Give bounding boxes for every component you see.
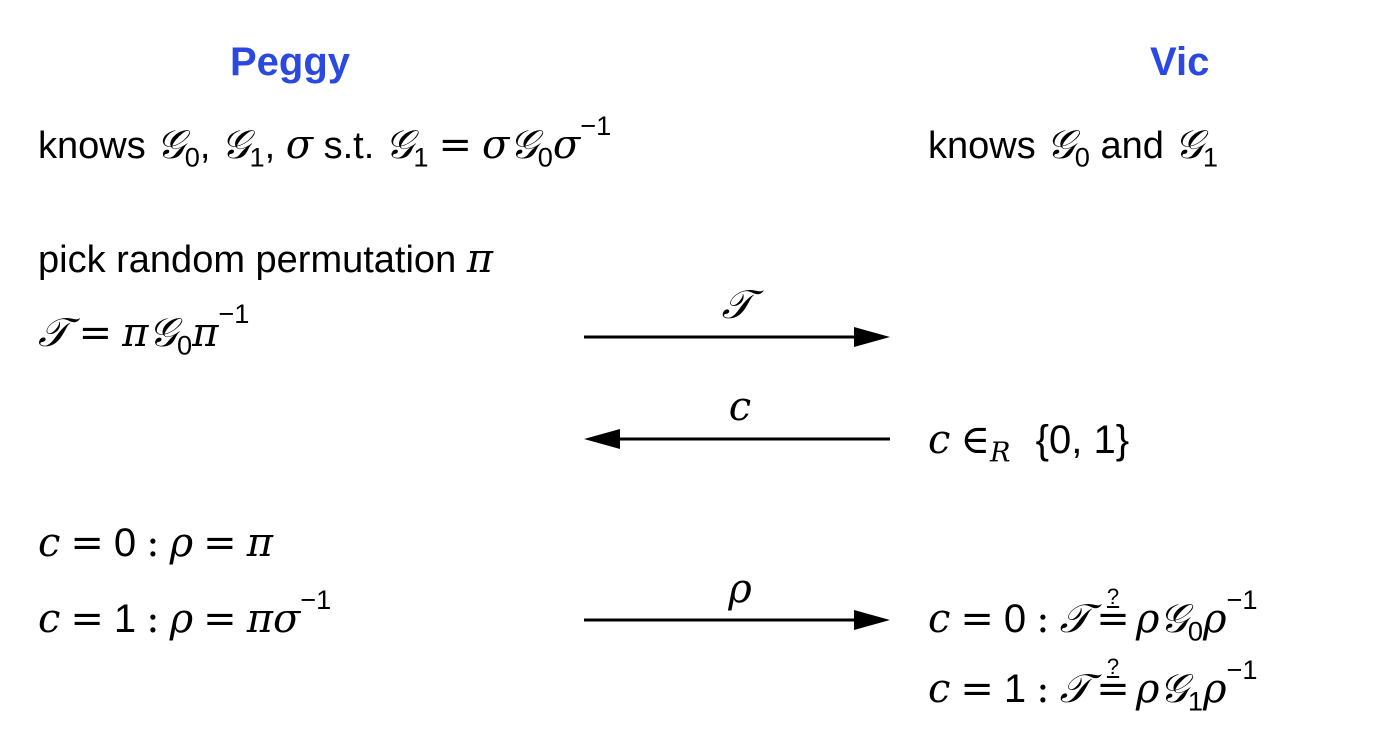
g0-symbol: 𝒢0 xyxy=(156,122,200,173)
knows-word: knows xyxy=(38,125,146,167)
iso-equation: 𝒢1 = σ𝒢0σ−1 xyxy=(384,109,612,173)
response-case-1: c = 1: ρ = πσ−1 xyxy=(38,583,332,642)
sigma-symbol: σ xyxy=(285,122,314,168)
g0-symbol: 𝒢0 xyxy=(1046,122,1090,173)
verifier-header: Vic xyxy=(1150,40,1210,84)
arrow-right-commit xyxy=(584,327,890,347)
verify-case-1: c = 1: 𝒯? = ρ𝒢1ρ−1 xyxy=(928,653,1258,717)
arrow-right-response xyxy=(584,610,890,630)
message-c-label: c xyxy=(728,384,752,430)
challenge-choice: c ∈R {0, 1} xyxy=(928,417,1130,469)
message-rho-label: ρ xyxy=(728,566,752,612)
response-case-0: c = 0: ρ = π xyxy=(38,520,273,566)
message-t-label: 𝒯 xyxy=(721,282,753,328)
vic-knowledge: knows 𝒢0 and 𝒢1 xyxy=(928,122,1219,173)
prover-header: Peggy xyxy=(230,40,351,84)
pick-permutation: pick random permutation π xyxy=(38,236,494,282)
g1-symbol: 𝒢1 xyxy=(221,122,265,173)
such-that: s.t. xyxy=(323,125,375,167)
verify-case-0: c = 0: 𝒯? = ρ𝒢0ρ−1 xyxy=(928,583,1258,647)
peggy-knowledge: knows 𝒢0, 𝒢1, σ s.t. 𝒢1 = σ𝒢0σ−1 xyxy=(38,109,612,173)
arrow-left-challenge xyxy=(584,429,890,449)
commitment-equation: 𝒯 = π𝒢0π−1 xyxy=(38,297,250,361)
g1-symbol: 𝒢1 xyxy=(1174,122,1219,173)
